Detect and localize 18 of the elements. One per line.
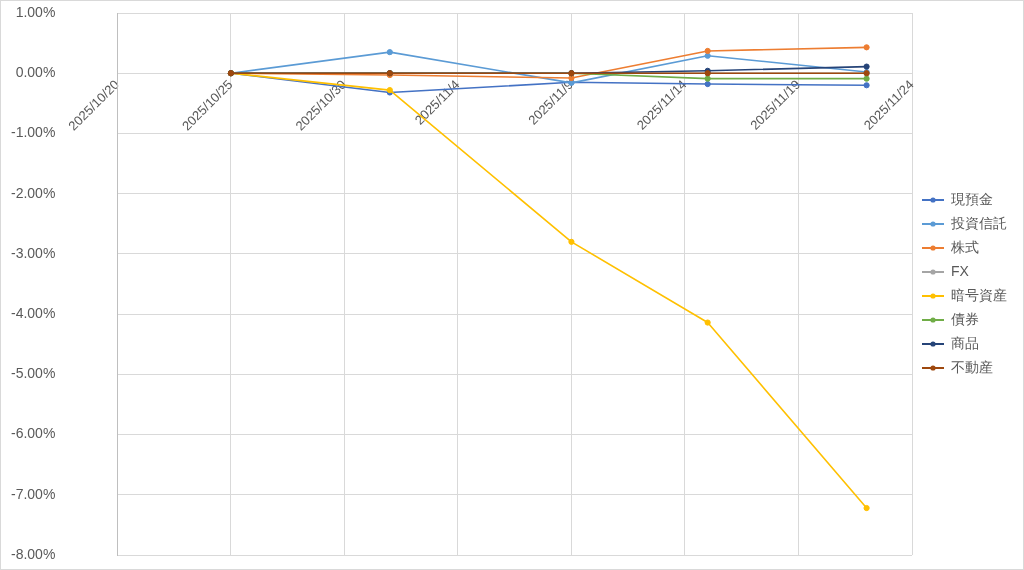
legend-label: 暗号資産 xyxy=(951,286,1007,303)
legend-label: 株式 xyxy=(950,238,979,255)
y-tick-label: -7.00% xyxy=(11,485,56,502)
y-tick-label: -3.00% xyxy=(11,244,56,261)
legend-label: FX xyxy=(951,262,970,279)
y-tick-label: 1.00% xyxy=(15,3,56,20)
y-tick-label: -8.00% xyxy=(11,545,56,562)
legend-label: 投資信託 xyxy=(950,214,1007,231)
y-tick-label: -4.00% xyxy=(11,304,56,321)
legend-label: 不動産 xyxy=(951,358,993,375)
y-tick-label: -2.00% xyxy=(11,184,56,201)
y-tick-label: -6.00% xyxy=(11,425,56,442)
y-tick-label: 0.00% xyxy=(15,64,56,81)
y-tick-label: -1.00% xyxy=(11,124,56,141)
legend-label: 商品 xyxy=(951,334,979,351)
legend-label: 債券 xyxy=(951,310,979,327)
legend-label: 現預金 xyxy=(951,190,993,207)
y-tick-label: -5.00% xyxy=(11,365,56,382)
